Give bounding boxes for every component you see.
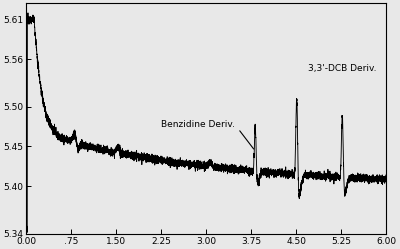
Text: Benzidine Deriv.: Benzidine Deriv. [162,121,254,149]
Text: 3,3'-DCB Deriv.: 3,3'-DCB Deriv. [308,64,377,73]
